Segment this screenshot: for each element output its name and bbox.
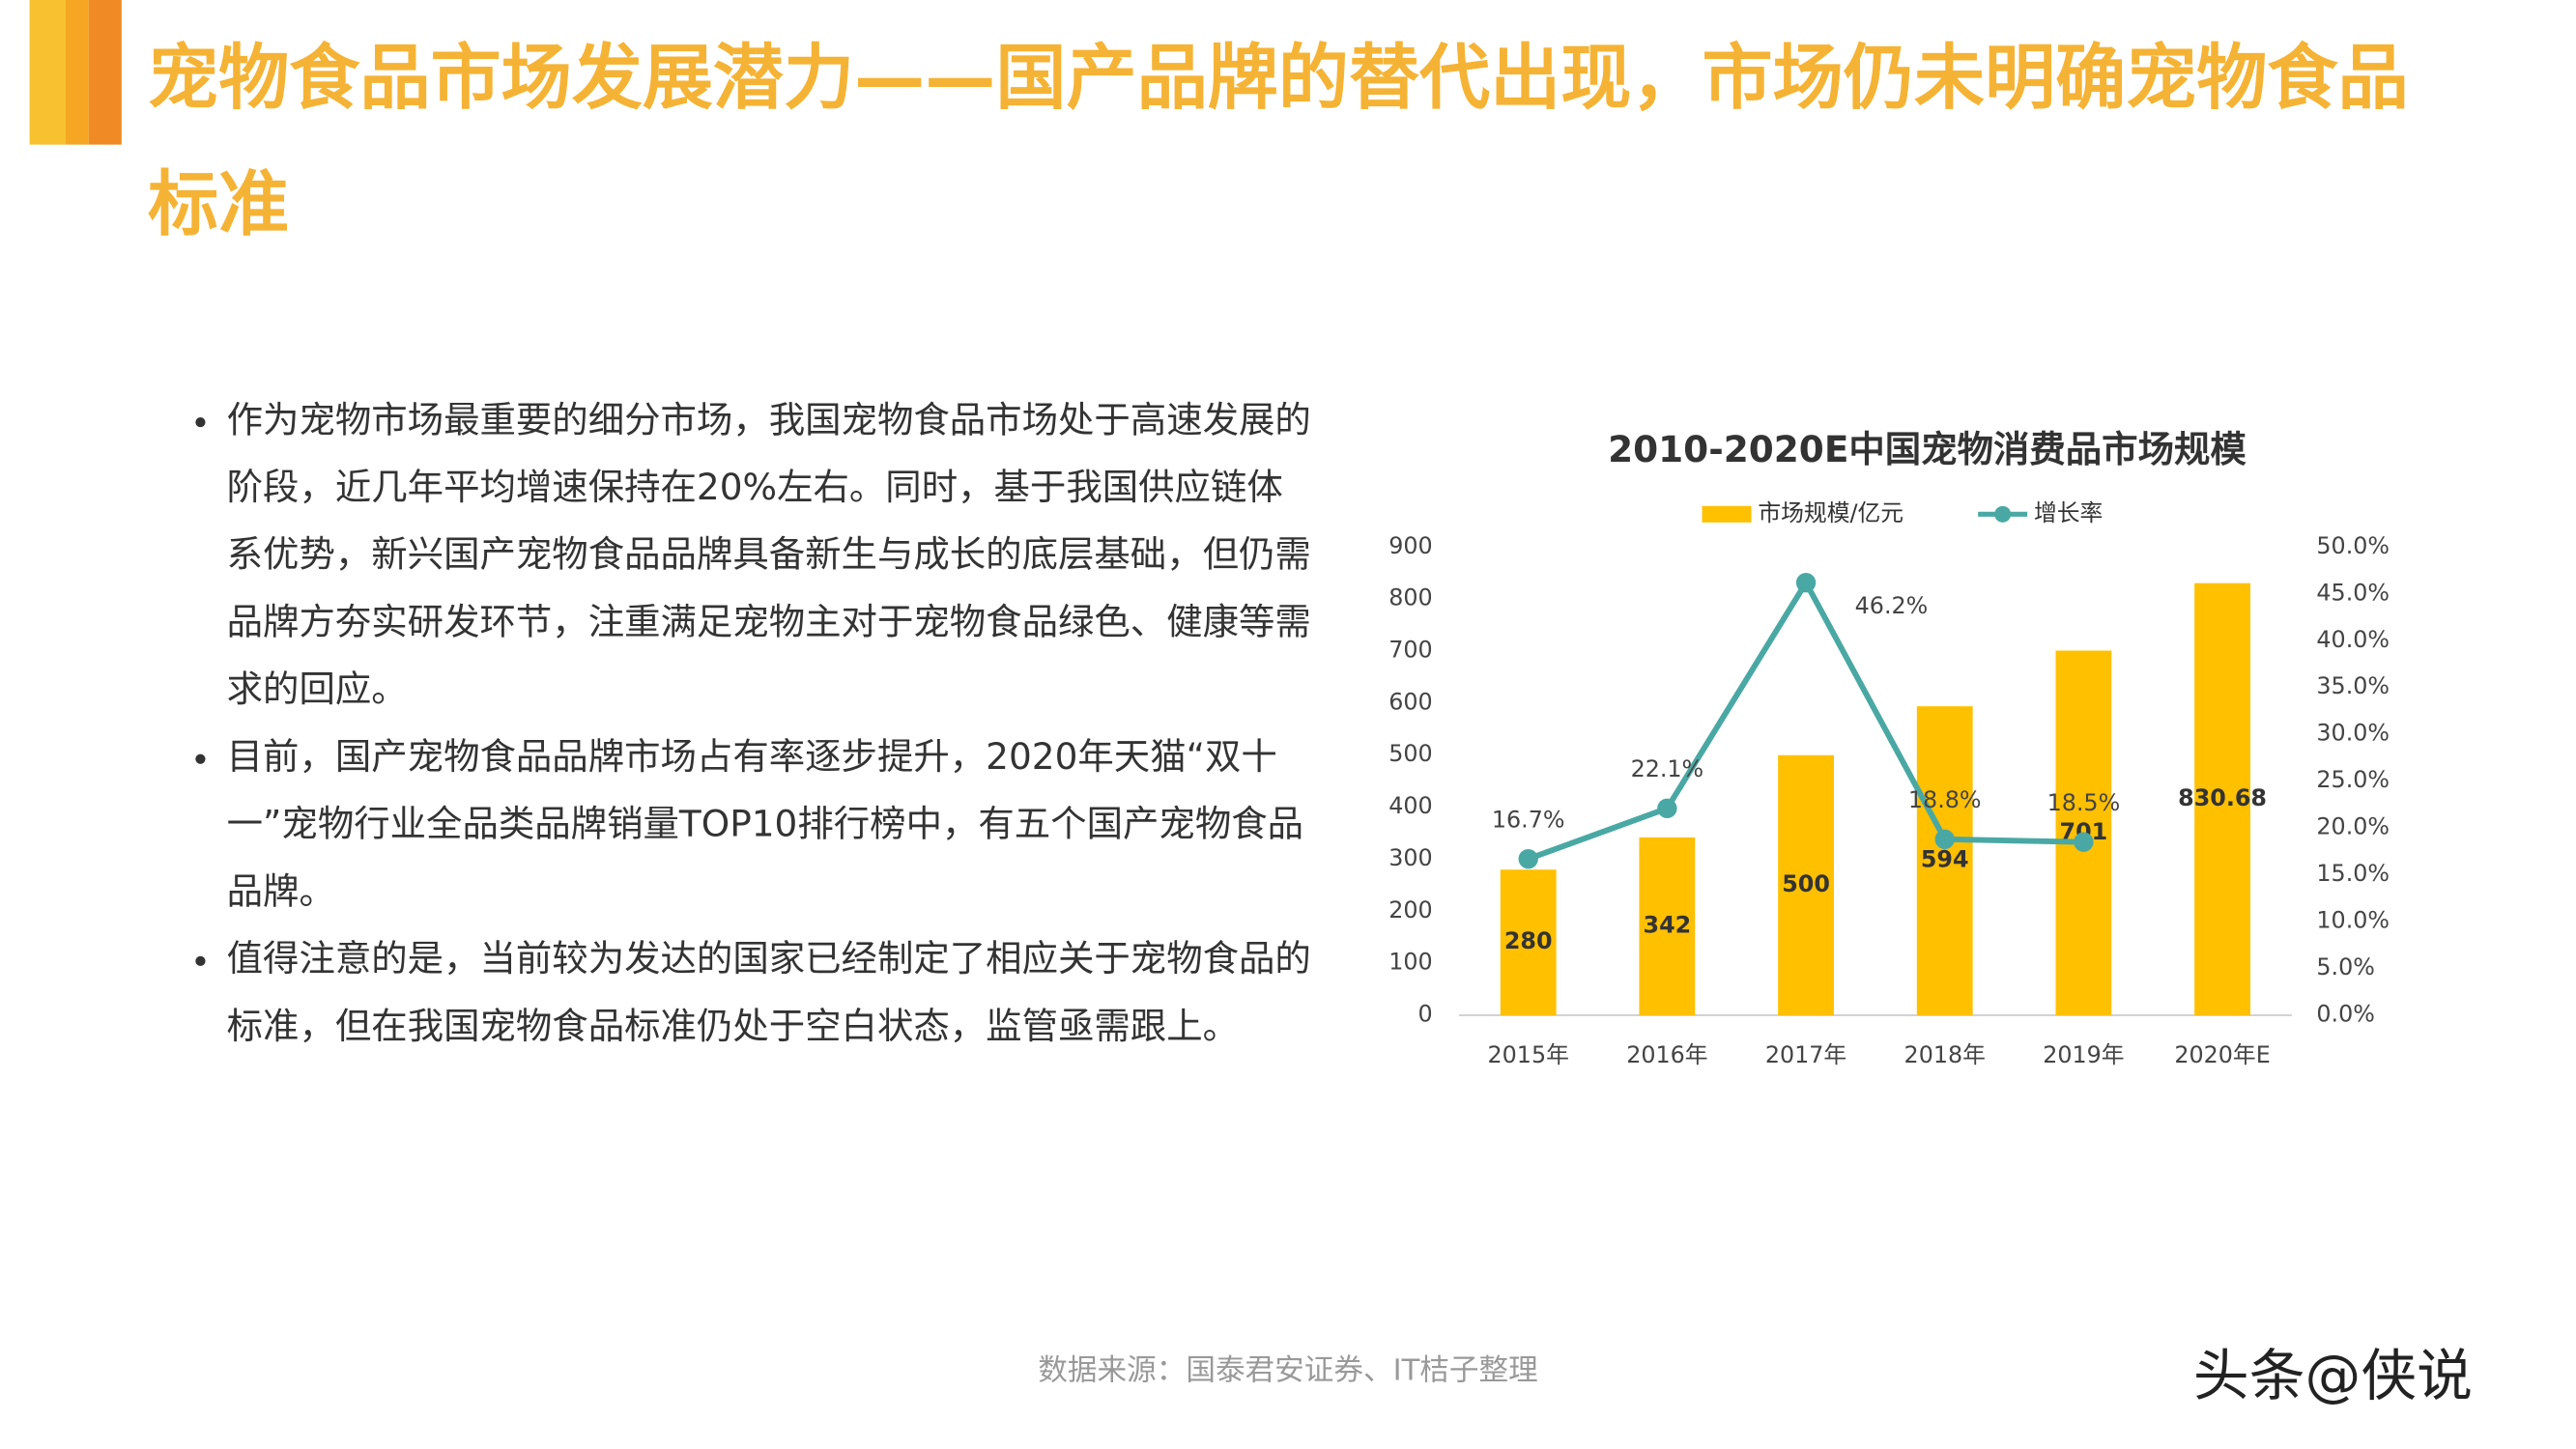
y2-tick-label: 25.0% — [2316, 766, 2390, 793]
y2-tick-label: 40.0% — [2316, 626, 2390, 653]
y2-tick-label: 45.0% — [2316, 579, 2390, 606]
y2-tick-label: 30.0% — [2316, 720, 2390, 747]
y2-tick-label: 10.0% — [2316, 907, 2390, 934]
source-note: 数据来源：国泰君安证券、IT桔子整理 — [1038, 1353, 1538, 1389]
legend-swatch — [1702, 505, 1752, 523]
y-tick-label: 300 — [1388, 844, 1432, 871]
bar-value-label: 594 — [1921, 846, 1969, 873]
bar — [1500, 869, 1557, 1016]
y-tick-label: 400 — [1388, 792, 1432, 819]
slide-title: 宠物食品市场发展潜力——国产品牌的替代出现，市场仍未明确宠物食品标准 — [148, 38, 2409, 247]
x-tick-label: 2015年 — [1488, 1041, 1569, 1068]
line-value-label: 16.7% — [1492, 807, 1565, 834]
y-tick-label: 500 — [1388, 740, 1432, 767]
legend-swatch — [1994, 505, 2012, 523]
y2-tick-label: 15.0% — [2316, 860, 2390, 887]
line-value-label: 18.8% — [1908, 786, 1982, 813]
line-point — [1657, 798, 1677, 818]
bullet: 值得注意的是，当前较为发达的国家已经制定了相应关于宠物食品的标准，但在我国宠物食… — [227, 926, 1311, 1061]
watermark: 头条@侠说 — [2192, 1344, 2473, 1410]
y2-tick-label: 0.0% — [2316, 1001, 2374, 1028]
y2-tick-label: 35.0% — [2316, 672, 2390, 699]
line-point — [2074, 832, 2094, 852]
bar — [2194, 582, 2250, 1016]
y2-tick-label: 20.0% — [2316, 813, 2390, 840]
y-tick-label: 0 — [1418, 1001, 1433, 1028]
bar — [1916, 706, 1973, 1016]
line-point — [1518, 848, 1538, 869]
bullet: 作为宠物市场最重要的细分市场，我国宠物食品市场处于高速发展的阶段，近几年平均增速… — [227, 387, 1311, 724]
y-tick-label: 800 — [1388, 584, 1432, 611]
legend-label: 市场规模/亿元 — [1758, 499, 1903, 526]
y2-tick-label: 5.0% — [2316, 953, 2374, 980]
y-tick-label: 900 — [1388, 532, 1432, 559]
bar-value-label: 500 — [1782, 870, 1830, 897]
bar-value-label: 280 — [1504, 927, 1553, 954]
bar-value-label: 342 — [1644, 911, 1692, 938]
bullet: 目前，国产宠物食品品牌市场占有率逐步提升，2020年天猫“双十一”宠物行业全品类… — [227, 724, 1311, 926]
line-point — [1934, 829, 1955, 849]
chart-title: 2010-2020E中国宠物消费品市场规模 — [1608, 428, 2247, 470]
bar — [1639, 837, 1696, 1016]
y-tick-label: 200 — [1388, 896, 1432, 923]
deco-bar — [88, 0, 122, 145]
x-tick-label: 2016年 — [1626, 1041, 1707, 1068]
bullet-list: 作为宠物市场最重要的细分市场，我国宠物食品市场处于高速发展的阶段，近几年平均增速… — [164, 387, 1311, 1061]
legend-label: 增长率 — [2034, 499, 2103, 526]
x-tick-label: 2017年 — [1765, 1041, 1846, 1068]
y-tick-label: 600 — [1388, 688, 1432, 715]
y2-tick-label: 50.0% — [2316, 532, 2390, 559]
x-tick-label: 2019年 — [2043, 1041, 2124, 1068]
x-tick-label: 2020年E — [2174, 1041, 2270, 1068]
line-value-label: 46.2% — [1855, 592, 1929, 619]
deco-bar — [29, 0, 67, 145]
line-value-label: 18.5% — [2047, 789, 2121, 816]
line-point — [1795, 572, 1817, 593]
y-tick-label: 700 — [1388, 637, 1432, 664]
line-value-label: 22.1% — [1631, 755, 1704, 782]
bar-value-label: 830.68 — [2178, 784, 2267, 811]
y-tick-label: 100 — [1388, 949, 1432, 976]
x-tick-label: 2018年 — [1904, 1041, 1986, 1068]
deco-bar — [66, 0, 89, 145]
bar — [1778, 754, 1834, 1016]
